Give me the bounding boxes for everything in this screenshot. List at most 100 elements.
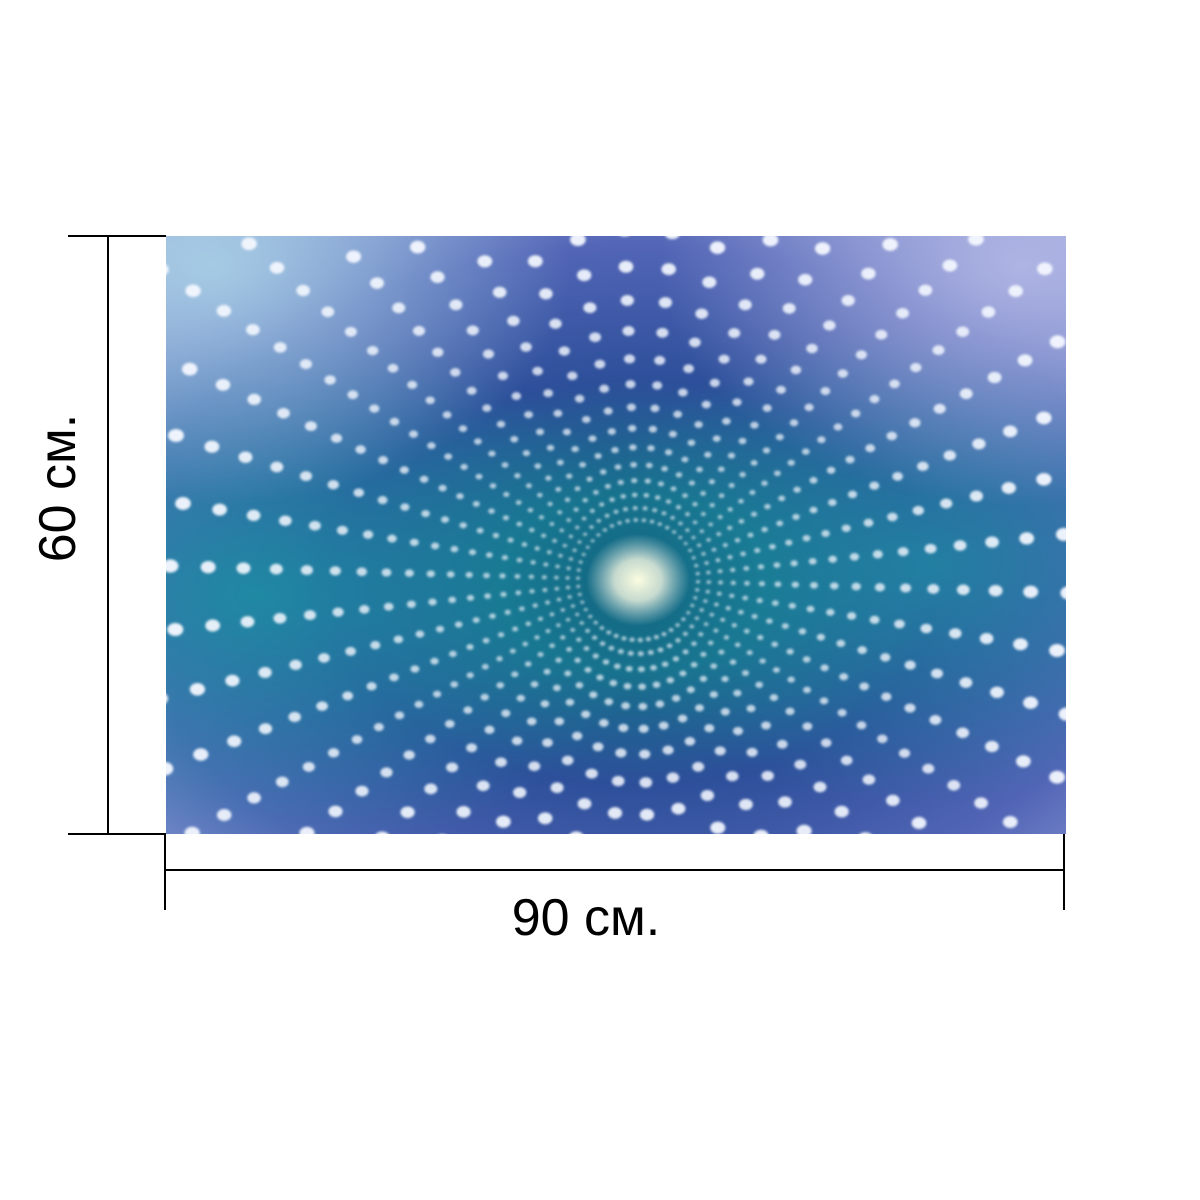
led-dot [695,704,704,712]
led-dot [969,490,984,502]
led-dot [761,526,768,533]
led-dot [565,617,571,622]
led-dot [766,618,773,624]
led-dot [511,392,522,401]
led-dot [501,555,509,561]
led-dot [588,435,597,442]
led-dot [484,725,495,734]
led-dot [387,363,399,373]
led-dot [482,404,492,412]
led-dot [889,379,900,389]
led-dot [618,260,634,273]
led-dot [859,832,871,834]
led-dot [918,284,933,296]
led-dot [532,603,538,608]
led-dot [987,371,1002,384]
led-dot [857,646,867,655]
led-dot [617,649,624,654]
led-dot [558,346,570,356]
led-dot [662,745,674,755]
led-dot [419,475,429,483]
led-dot [625,380,636,389]
led-dot [499,573,506,579]
led-dot [789,419,799,427]
led-dot [583,607,588,612]
led-dot [749,490,756,495]
led-dot [302,761,315,772]
led-dot [645,636,652,642]
led-dot [720,708,730,716]
led-dot [869,395,880,404]
led-dot [522,641,529,647]
led-dot [722,542,728,548]
led-dot [466,386,477,395]
led-dot [703,599,708,603]
led-dot [492,532,500,539]
led-dot [542,738,553,747]
led-dot [378,456,389,465]
led-dot [318,653,330,663]
led-dot [501,709,511,718]
led-dot [553,409,563,418]
led-dot [657,481,665,487]
led-dot [940,498,953,509]
led-dot [661,661,669,667]
led-dot [931,668,943,679]
led-dot [855,350,868,360]
led-dot [639,749,651,759]
led-dot [324,375,336,385]
led-dot [227,735,242,748]
led-dot [959,388,973,399]
led-dot [657,522,663,526]
led-dot [512,626,519,632]
led-dot [837,369,849,378]
led-dot [620,494,627,499]
led-dot [407,380,418,389]
led-dot [638,702,648,711]
led-dot [897,547,909,557]
led-dot [1003,425,1018,438]
led-dot [564,670,572,677]
led-dot [882,238,898,251]
led-dot [727,525,733,531]
led-dot [643,493,650,498]
led-dot [666,772,680,783]
led-dot [929,715,942,725]
led-dot [847,490,858,499]
led-dot [956,584,970,596]
led-dot [886,794,900,806]
led-dot [820,387,831,396]
led-dot [604,513,610,518]
led-dot [753,829,769,834]
led-dot [683,364,694,373]
led-dot [596,533,601,537]
led-dot [592,653,599,659]
led-dot [647,650,654,655]
led-dot [568,557,574,561]
led-dot [729,659,737,665]
led-dot [657,647,664,653]
led-dot [806,605,815,613]
led-dot [762,236,779,247]
led-dot [738,518,745,524]
led-dot [466,325,479,336]
led-dot [516,521,523,527]
led-dot [247,393,262,405]
led-dot [863,518,874,527]
led-dot [655,700,665,708]
led-dot [607,807,623,819]
led-dot [472,617,480,624]
led-dot [627,650,634,656]
led-dot [602,659,610,665]
led-dot [629,637,635,642]
led-dot [704,561,709,565]
led-dot [355,445,366,454]
led-dot [592,742,604,752]
led-dot [683,541,688,546]
led-dot [869,615,880,624]
led-dot [1058,707,1066,721]
led-dot [205,619,221,632]
led-dot [782,303,796,314]
led-dot [258,667,272,678]
led-dot [567,595,572,599]
